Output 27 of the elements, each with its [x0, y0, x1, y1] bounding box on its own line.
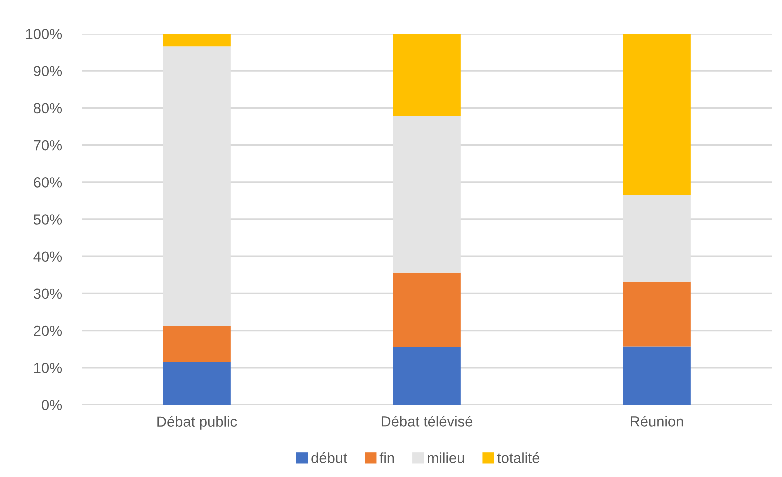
y-tick-label: 10% [34, 363, 62, 374]
bar [393, 347, 461, 405]
x-tick-label: Débat télévisé [382, 416, 473, 427]
bar [393, 34, 461, 116]
y-tick-label: 60% [34, 178, 62, 188]
y-tick-label: 70% [34, 140, 62, 151]
bar [623, 346, 691, 405]
y-tick-label: 30% [34, 288, 62, 300]
legend-label: totalité [498, 452, 540, 464]
legend-label: milieu [428, 452, 464, 464]
bar [623, 282, 691, 347]
legend-label: fin [380, 452, 394, 464]
bar [163, 34, 231, 47]
y-tick-label: 50% [34, 214, 62, 225]
x-tick-label: Débat public [158, 416, 238, 430]
y-tick-label: 20% [34, 326, 62, 336]
bar [163, 362, 231, 405]
y-tick-label: 80% [34, 103, 62, 114]
y-tick-label: 40% [34, 252, 62, 262]
y-tick-label: 0% [42, 400, 62, 410]
bar [163, 326, 231, 362]
bar [393, 272, 461, 348]
bar [623, 34, 691, 196]
y-tick-label: 90% [34, 66, 62, 77]
y-tick-label: 100% [26, 29, 62, 40]
x-tick-label: Réunion [631, 416, 684, 427]
legend-label: début [312, 452, 348, 464]
